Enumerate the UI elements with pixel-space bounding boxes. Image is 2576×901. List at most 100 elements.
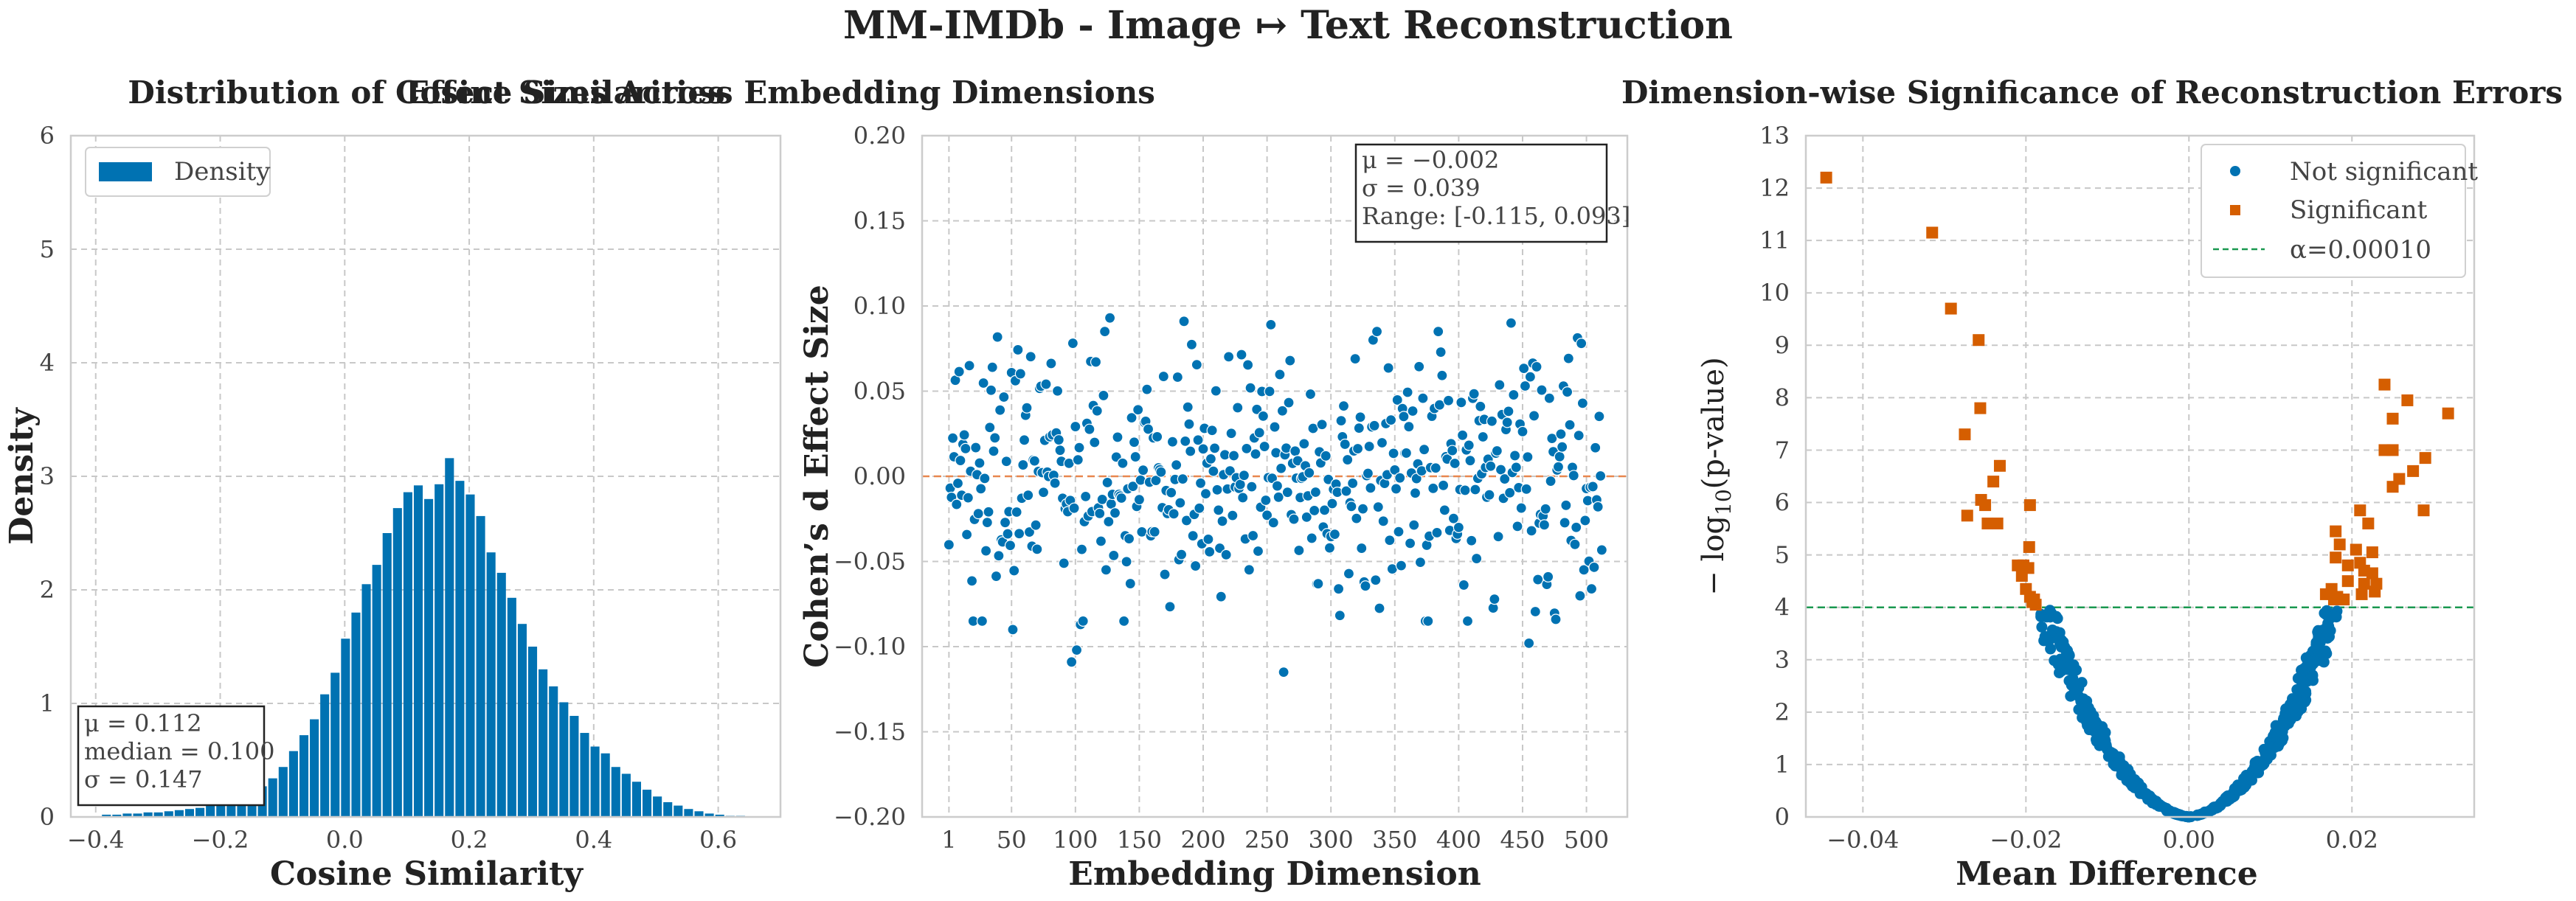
effect-size-point — [988, 445, 1000, 457]
significant-point — [1987, 476, 2000, 488]
effect-size-point — [1468, 388, 1480, 400]
effect-size-point — [1455, 397, 1467, 408]
histogram-bar — [486, 552, 496, 817]
effect-size-point — [961, 529, 973, 540]
effect-size-point — [1382, 362, 1394, 374]
effect-size-point — [1278, 667, 1289, 678]
not-significant-point — [2046, 624, 2058, 636]
significant-point — [2407, 465, 2420, 477]
effect-size-point — [1213, 504, 1225, 516]
not-significant-point — [2090, 716, 2102, 728]
not-significant-point — [2320, 608, 2332, 620]
histogram-bar — [715, 814, 724, 817]
effect-size-point — [1362, 467, 1374, 479]
effect-size-point — [1389, 464, 1401, 476]
effect-size-point — [1101, 476, 1113, 489]
effect-size-point — [1464, 455, 1476, 467]
histogram-bar — [164, 811, 173, 817]
effect-size-point — [962, 492, 974, 504]
effect-size-point — [1241, 442, 1253, 454]
effect-size-point — [1384, 535, 1396, 546]
effect-size-point — [1178, 316, 1190, 327]
not-significant-point — [2295, 684, 2307, 696]
effect-size-point — [1471, 552, 1483, 565]
effect-size-point — [1155, 466, 1167, 478]
not-significant-point — [2201, 806, 2213, 818]
histogram-bar — [216, 803, 226, 817]
effect-size-point — [1187, 530, 1199, 542]
effect-stats-range: Range: [-0.115, 0.093] — [1362, 202, 1630, 230]
effect-size-point — [1084, 423, 1095, 435]
y-tick-label: 1 — [40, 689, 55, 717]
y-tick-label: −0.05 — [834, 548, 906, 576]
histogram-bar — [694, 811, 704, 817]
significant-point — [2355, 588, 2368, 600]
effect-size-point — [1518, 363, 1530, 375]
effect-size-point — [1216, 515, 1228, 527]
histogram-bar — [611, 767, 620, 817]
effect-size-point — [1000, 456, 1012, 467]
volcano-panel: Dimension-wise Significance of Reconstru… — [1621, 74, 2563, 893]
effect-size-point — [1224, 465, 1236, 477]
effect-size-point — [1053, 434, 1064, 446]
significant-point — [2417, 504, 2430, 517]
y-tick-label: 3 — [1775, 646, 1790, 674]
effect-size-point — [1258, 440, 1270, 453]
significant-point — [2330, 552, 2342, 564]
effect-size-point — [955, 454, 966, 467]
histogram-bar — [569, 715, 579, 817]
effect-size-point — [1141, 383, 1153, 395]
x-tick-label: 0.0 — [326, 826, 364, 854]
histogram-bar — [174, 810, 184, 817]
effect-size-point — [1419, 444, 1430, 456]
effect-size-point — [1427, 482, 1439, 494]
effect-size-point — [1028, 455, 1041, 467]
effect-size-point — [1094, 507, 1106, 519]
histogram-bar — [341, 639, 350, 817]
histogram-ylabel: Density — [3, 407, 41, 545]
effect-size-point — [1510, 462, 1522, 473]
stats-mean: μ = 0.112 — [84, 709, 202, 737]
effect-size-point — [1220, 549, 1232, 560]
effect-size-point — [1250, 448, 1261, 460]
not-significant-point — [2287, 703, 2299, 714]
legend-not-significant-label: Not significant — [2290, 157, 2478, 187]
y-tick-label: 2 — [1775, 698, 1790, 726]
y-tick-label: 10 — [1759, 279, 1790, 307]
effect-size-point — [991, 331, 1003, 343]
histogram-bar — [392, 508, 402, 817]
effect-size-point — [1090, 356, 1102, 368]
effect-size-point — [1100, 564, 1112, 576]
significant-point — [2386, 444, 2399, 456]
effect-size-point — [1438, 479, 1450, 491]
histogram-bar — [424, 498, 434, 817]
significant-point — [2015, 570, 2028, 582]
volcano-legend: Not significant Significant α=0.00010 — [2201, 144, 2478, 278]
effect-size-point — [1486, 415, 1498, 427]
y-tick-label: 0 — [40, 803, 55, 831]
effect-size-point — [1070, 420, 1081, 433]
effect-size-point — [1562, 386, 1573, 398]
effect-size-point — [1357, 503, 1369, 515]
effect-size-point — [1030, 519, 1042, 531]
effect-size-point — [1456, 429, 1469, 441]
x-tick-label: −0.4 — [67, 826, 125, 854]
effect-size-point — [1453, 521, 1464, 533]
effect-size-point — [1309, 486, 1322, 498]
effect-size-point — [989, 432, 1001, 444]
effect-size-point — [1157, 370, 1169, 383]
effect-size-point — [1202, 533, 1214, 545]
effect-size-point — [1269, 421, 1281, 433]
significant-point — [1979, 499, 1992, 512]
effect-size-point — [1301, 511, 1312, 523]
significant-point — [2330, 525, 2342, 538]
effect-size-point — [1523, 637, 1535, 649]
effect-size-stats-box: μ = −0.002 σ = 0.039 Range: [-0.115, 0.0… — [1354, 143, 1630, 243]
y-tick-label: 0 — [1775, 803, 1790, 831]
effect-size-point — [1096, 493, 1108, 505]
y-tick-label: −0.10 — [834, 633, 906, 661]
effect-size-point — [1095, 535, 1107, 547]
histogram-bar — [143, 812, 153, 817]
effect-size-point — [1209, 442, 1221, 454]
effect-size-point — [1477, 431, 1489, 443]
